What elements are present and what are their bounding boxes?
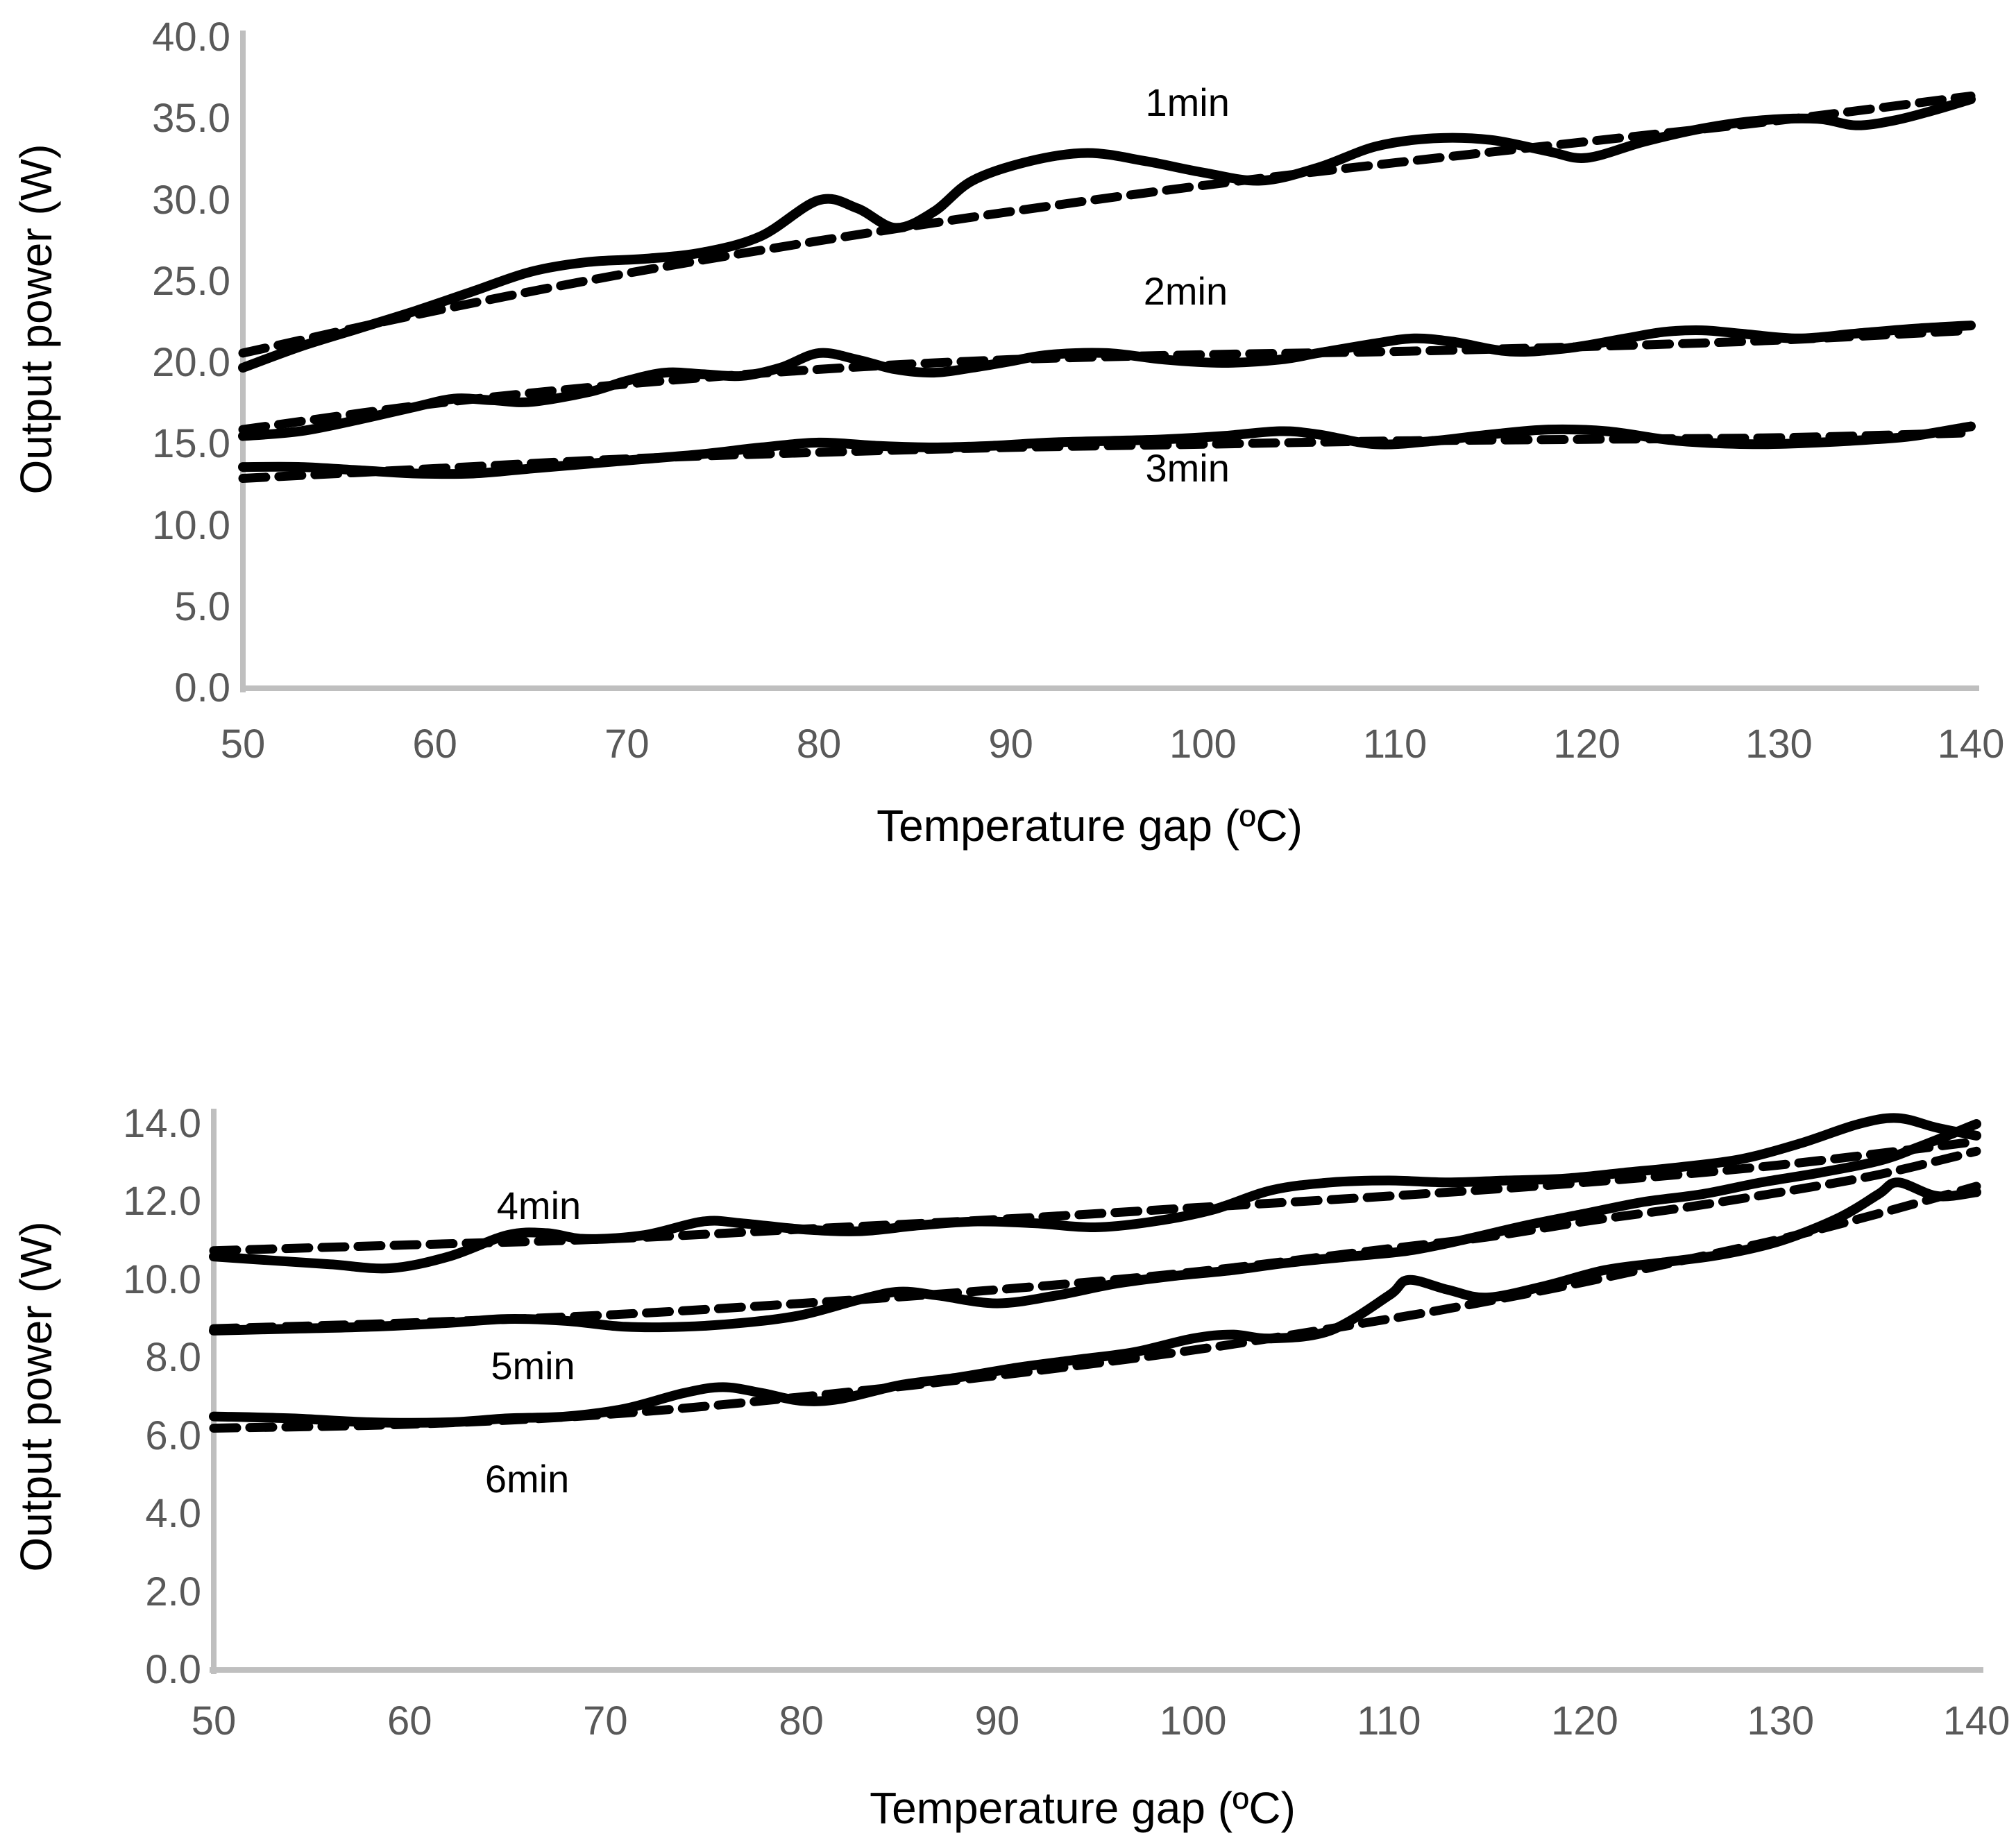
top-y-tick-label: 20.0 <box>152 340 230 385</box>
bottom-x-tick-label: 110 <box>1357 1698 1421 1744</box>
bottom-x-tick-label: 120 <box>1551 1698 1618 1744</box>
bottom-x-tick-label: 80 <box>779 1698 824 1744</box>
curve-solid-3min <box>238 421 1976 479</box>
top-x-tick-label: 60 <box>412 722 457 767</box>
series-label-1min: 1min <box>1145 80 1230 124</box>
series-label-6min: 6min <box>484 1456 570 1501</box>
top-y-tick-label: 30.0 <box>152 177 230 223</box>
top-x-tick-label: 100 <box>1169 722 1237 767</box>
top-y-tick-label: 40.0 <box>152 15 230 60</box>
curve-solid-1min <box>238 94 1976 373</box>
curve-solid-2min <box>238 321 1976 441</box>
top-x-tick-label: 110 <box>1362 722 1428 767</box>
bottom-y-tick-label: 0.0 <box>145 1647 201 1692</box>
trendline-dashed-1min <box>238 91 1976 358</box>
bottom-y-axis-title: Output power (W) <box>11 1221 61 1572</box>
top-y-tick-label: 25.0 <box>152 258 230 304</box>
bottom-y-tick-label: 10.0 <box>123 1256 201 1302</box>
curve-solid-5min <box>209 1119 1981 1336</box>
bottom-y-tick-label: 12.0 <box>123 1179 201 1225</box>
bottom-x-tick-label: 130 <box>1747 1698 1815 1744</box>
top-y-tick-label: 15.0 <box>152 421 230 467</box>
top-x-axis-title: Temperature gap (ºC) <box>876 801 1303 851</box>
top-x-tick-label: 80 <box>796 722 842 767</box>
bottom-x-tick-label: 70 <box>583 1698 628 1744</box>
bottom-x-tick-label: 100 <box>1159 1698 1227 1744</box>
top-y-tick-label: 35.0 <box>152 96 230 142</box>
top-y-tick-label: 0.0 <box>174 665 230 710</box>
bottom-x-tick-label: 60 <box>387 1698 432 1744</box>
trendline-dashed-4min <box>209 1136 1981 1256</box>
bottom-x-axis-title: Temperature gap (ºC) <box>870 1783 1296 1833</box>
series-label-5min: 5min <box>491 1343 575 1388</box>
series-label-4min: 4min <box>496 1184 582 1228</box>
top-x-tick-label: 120 <box>1553 722 1621 767</box>
top-y-tick-label: 5.0 <box>174 583 230 629</box>
bottom-x-tick-label: 50 <box>191 1698 237 1744</box>
bottom-y-tick-label: 8.0 <box>145 1335 201 1381</box>
top-x-tick-label: 140 <box>1937 722 2005 767</box>
bottom-y-tick-label: 14.0 <box>123 1101 201 1146</box>
series-label-2min: 2min <box>1143 268 1228 313</box>
trendline-dashed-2min <box>238 325 1976 434</box>
top-x-tick-label: 90 <box>988 722 1033 767</box>
bottom-y-tick-label: 2.0 <box>145 1569 201 1614</box>
top-y-tick-label: 10.0 <box>152 502 230 548</box>
curve-solid-6min <box>209 1177 1981 1428</box>
top-x-tick-label: 50 <box>220 722 266 767</box>
top-x-tick-label: 70 <box>604 722 650 767</box>
bottom-x-tick-label: 140 <box>1942 1698 2010 1744</box>
curve-solid-4min <box>209 1113 1981 1274</box>
bottom-y-tick-label: 6.0 <box>145 1413 201 1458</box>
series-label-3min: 3min <box>1145 446 1230 491</box>
bottom-x-tick-label: 90 <box>974 1698 1020 1744</box>
top-x-tick-label: 130 <box>1745 722 1813 767</box>
bottom-y-tick-label: 4.0 <box>145 1491 201 1537</box>
top-y-axis-title: Output power (W) <box>11 144 61 495</box>
